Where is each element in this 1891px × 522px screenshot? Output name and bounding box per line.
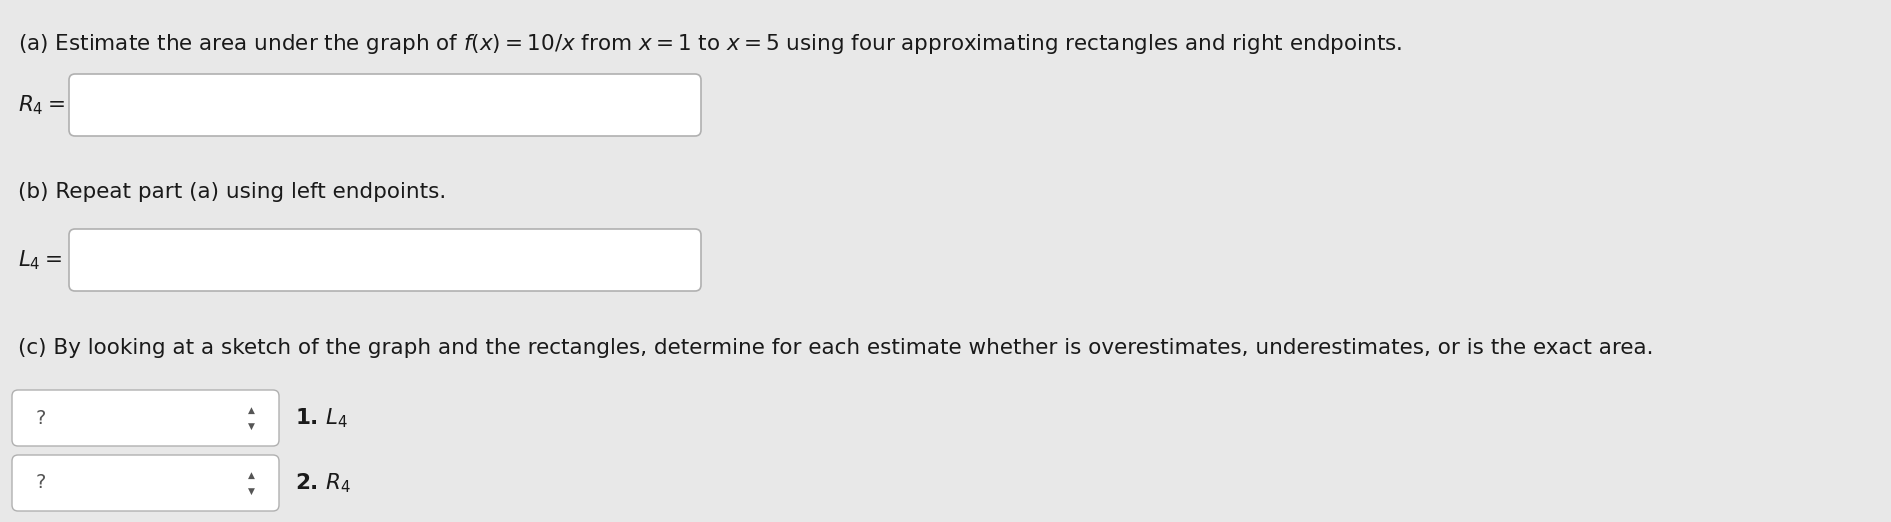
Text: ?: ? (36, 409, 47, 428)
FancyBboxPatch shape (11, 455, 280, 511)
Text: 2. $R_4$: 2. $R_4$ (295, 471, 352, 495)
FancyBboxPatch shape (68, 74, 702, 136)
FancyBboxPatch shape (11, 390, 280, 446)
Text: $R_4 =$: $R_4 =$ (19, 93, 64, 117)
FancyBboxPatch shape (68, 229, 702, 291)
Text: ▲: ▲ (248, 406, 255, 414)
Text: (a) Estimate the area under the graph of $f(x) = 10/x$ from $x = 1$ to $x = 5$ u: (a) Estimate the area under the graph of… (19, 32, 1403, 56)
Text: ▼: ▼ (248, 421, 255, 431)
Text: (b) Repeat part (a) using left endpoints.: (b) Repeat part (a) using left endpoints… (19, 182, 446, 202)
Text: $L_4 =$: $L_4 =$ (19, 248, 62, 272)
Text: ▲: ▲ (248, 470, 255, 480)
Text: 1. $L_4$: 1. $L_4$ (295, 406, 348, 430)
Text: ▼: ▼ (248, 487, 255, 495)
Text: (c) By looking at a sketch of the graph and the rectangles, determine for each e: (c) By looking at a sketch of the graph … (19, 338, 1653, 358)
Text: ?: ? (36, 473, 47, 492)
